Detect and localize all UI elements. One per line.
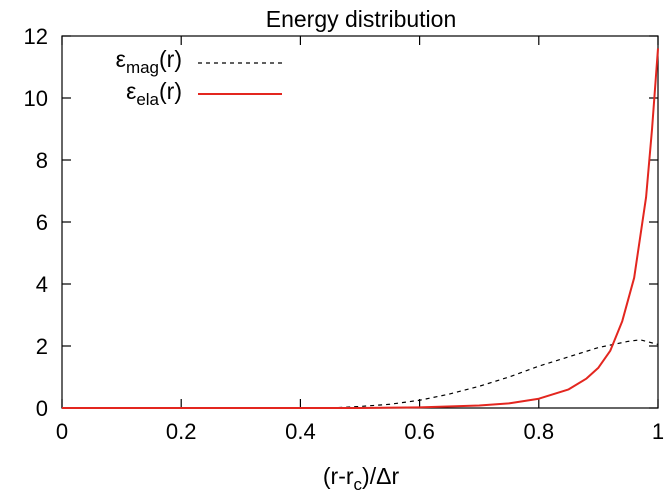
x-axis-label-suffix: )/Δr xyxy=(362,463,399,489)
y-tick-label: 4 xyxy=(36,272,48,297)
x-axis-ticks: 0 0.2 0.4 0.6 0.8 1 xyxy=(56,36,664,444)
chart-title: Energy distribution xyxy=(266,6,457,32)
y-tick-label: 0 xyxy=(36,396,48,421)
x-axis-label-subscript: c xyxy=(354,475,363,494)
y-tick-label: 2 xyxy=(36,334,48,359)
x-tick-label: 0.4 xyxy=(285,419,316,444)
legend-mag-base: ε xyxy=(116,46,126,72)
series-line-ela xyxy=(62,48,659,409)
legend-mag-suffix: (r) xyxy=(159,46,182,72)
series-line-mag xyxy=(330,339,659,409)
legend-label-mag: εmag(r) xyxy=(116,46,182,77)
x-tick-label: 1 xyxy=(652,419,664,444)
y-tick-label: 6 xyxy=(36,210,48,235)
y-tick-label: 8 xyxy=(36,148,48,173)
x-axis-label: (r-rc)/Δr xyxy=(323,463,400,494)
y-tick-label: 10 xyxy=(24,86,48,111)
x-tick-label: 0.2 xyxy=(166,419,197,444)
x-tick-label: 0 xyxy=(56,419,68,444)
legend-ela-sub: ela xyxy=(136,90,159,109)
legend-ela-base: ε xyxy=(126,78,136,104)
y-axis-ticks: 0 2 4 6 8 10 12 xyxy=(24,24,658,421)
y-tick-label: 12 xyxy=(24,24,48,49)
legend-label-ela: εela(r) xyxy=(126,78,182,109)
legend-ela-suffix: (r) xyxy=(159,78,182,104)
series-layer xyxy=(62,48,659,409)
x-tick-label: 0.8 xyxy=(524,419,555,444)
x-tick-label: 0.6 xyxy=(404,419,435,444)
x-axis-label-prefix: (r-r xyxy=(323,463,354,489)
legend: εmag(r) εela(r) xyxy=(116,46,282,109)
legend-mag-sub: mag xyxy=(126,58,159,77)
